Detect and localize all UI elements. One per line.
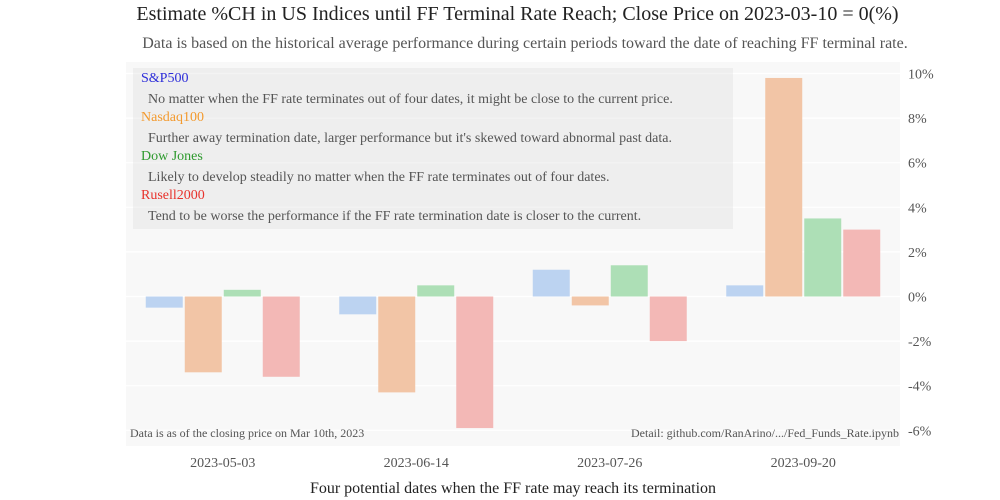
y-tick-label: 10%: [908, 68, 934, 83]
footer-right-note: Detail: github.com/RanArino/.../Fed_Fund…: [631, 426, 899, 440]
notes-box: [133, 68, 733, 229]
bar: [610, 265, 648, 297]
x-tick-label: 2023-07-26: [577, 456, 642, 471]
x-axis-label: Four potential dates when the FF rate ma…: [309, 480, 717, 497]
y-tick-label: 4%: [908, 201, 927, 216]
bar: [223, 289, 261, 297]
chart-title: Estimate %CH in US Indices until FF Term…: [136, 3, 899, 25]
y-tick-label: -6%: [908, 424, 932, 439]
footer-left-note: Data is as of the closing price on Mar 1…: [130, 426, 364, 440]
bar: [184, 296, 222, 373]
bar: [726, 285, 764, 297]
bar: [417, 285, 455, 297]
bar: [571, 296, 609, 306]
note-label: Dow Jones: [141, 149, 203, 164]
chart-subtitle: Data is based on the historical average …: [142, 35, 908, 52]
bar: [649, 296, 687, 342]
bar: [765, 77, 803, 297]
bar: [378, 296, 416, 393]
y-tick-label: -2%: [908, 335, 932, 350]
note-label: S&P500: [141, 71, 188, 86]
x-tick-label: 2023-05-03: [190, 456, 255, 471]
bar: [843, 229, 881, 297]
bar: [145, 296, 183, 308]
x-tick-label: 2023-09-20: [771, 456, 836, 471]
note-label: Rusell2000: [141, 188, 205, 203]
note-text: Likely to develop steadily no matter whe…: [148, 170, 610, 185]
y-tick-label: 8%: [908, 112, 927, 127]
note-label: Nasdaq100: [141, 110, 204, 125]
note-text: No matter when the FF rate terminates ou…: [148, 92, 673, 107]
x-tick-label: 2023-06-14: [384, 456, 449, 471]
note-text: Further away termination date, larger pe…: [148, 131, 672, 146]
bar: [532, 269, 570, 297]
y-tick-label: 6%: [908, 157, 927, 172]
y-tick-label: 2%: [908, 246, 927, 261]
y-tick-label: 0%: [908, 291, 927, 306]
bar: [456, 296, 494, 429]
note-text: Tend to be worse the performance if the …: [148, 209, 641, 224]
bar: [262, 296, 300, 377]
bar: [339, 296, 377, 315]
y-tick-label: -4%: [908, 380, 932, 395]
bar: [804, 218, 842, 297]
